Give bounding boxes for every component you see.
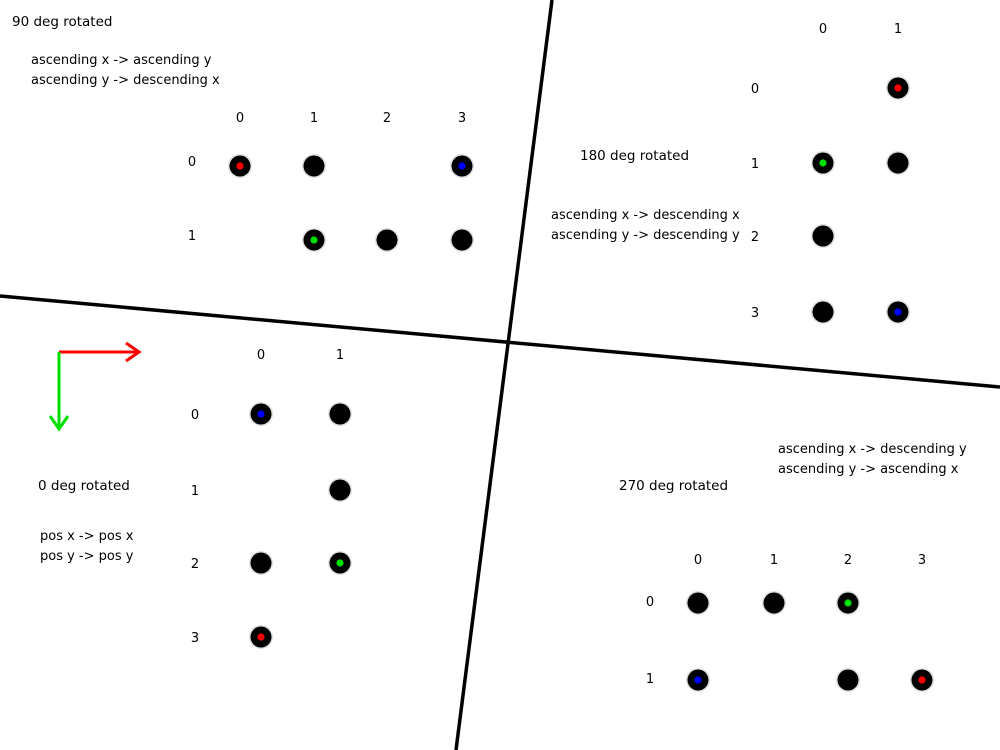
column-index-label: 3 <box>918 553 926 568</box>
axis-indicator <box>48 341 142 432</box>
column-index-label: 1 <box>310 111 318 126</box>
rule-line-1: pos x -> pos x <box>40 529 134 544</box>
y-axis-arrow-head <box>48 415 70 432</box>
column-index-label: 1 <box>770 553 778 568</box>
quadrant-title: 180 deg rotated <box>580 148 689 164</box>
rule-line-1: ascending x -> descending y <box>778 442 967 457</box>
column-index-label: 3 <box>458 111 466 126</box>
rule-line-2: ascending y -> descending x <box>31 73 220 88</box>
row-index-label: 1 <box>751 157 759 172</box>
x-axis-arrow-head <box>125 341 142 363</box>
point-grid: 0 1 0 1 2 3 <box>191 348 352 649</box>
green-marker <box>819 159 827 167</box>
column-index-label: 1 <box>336 348 344 363</box>
quadrant-90-deg: 90 deg rotated ascending x -> ascending … <box>12 14 474 252</box>
quadrant-title: 90 deg rotated <box>12 14 112 30</box>
green-marker <box>844 599 852 607</box>
row-index-label: 2 <box>191 557 199 572</box>
point-grid: 0 1 0 1 2 3 <box>751 22 910 324</box>
divider-horizontal <box>0 294 1000 389</box>
row-index-label: 3 <box>751 306 759 321</box>
point-dot <box>812 225 834 247</box>
red-marker <box>894 84 902 92</box>
rule-line-1: ascending x -> descending x <box>551 208 740 223</box>
point-dot <box>250 552 272 574</box>
column-index-label: 2 <box>383 111 391 126</box>
row-index-label: 0 <box>751 82 759 97</box>
row-index-label: 0 <box>188 155 196 170</box>
blue-marker <box>894 308 902 316</box>
quadrant-0-deg: 0 deg rotated pos x -> pos x pos y -> po… <box>38 348 352 649</box>
column-index-label: 2 <box>844 553 852 568</box>
point-dot <box>812 301 834 323</box>
point-dot <box>887 152 909 174</box>
row-index-label: 0 <box>646 595 654 610</box>
point-grid: 0 1 2 3 0 1 <box>646 553 934 692</box>
row-index-label: 1 <box>191 484 199 499</box>
point-grid: 0 1 2 3 0 1 <box>188 111 474 252</box>
row-index-label: 1 <box>188 229 196 244</box>
red-marker <box>918 676 926 684</box>
point-dot <box>837 669 859 691</box>
point-dot <box>329 479 351 501</box>
row-index-label: 0 <box>191 408 199 423</box>
red-marker <box>236 162 244 170</box>
rule-line-2: ascending y -> descending y <box>551 228 740 243</box>
row-index-label: 3 <box>191 631 199 646</box>
point-dot <box>763 592 785 614</box>
red-marker <box>257 633 265 641</box>
quadrant-title: 270 deg rotated <box>619 478 728 494</box>
row-index-label: 1 <box>646 672 654 687</box>
point-dot <box>376 229 398 251</box>
point-dot <box>687 592 709 614</box>
point-dot <box>329 403 351 425</box>
quadrant-title: 0 deg rotated <box>38 478 130 494</box>
column-index-label: 1 <box>894 22 902 37</box>
rule-line-1: ascending x -> ascending y <box>31 53 212 68</box>
quadrant-270-deg: 270 deg rotated ascending x -> descendin… <box>619 442 967 692</box>
column-index-label: 0 <box>236 111 244 126</box>
column-index-label: 0 <box>257 348 265 363</box>
rule-line-2: ascending y -> ascending x <box>778 462 959 477</box>
column-index-label: 0 <box>694 553 702 568</box>
blue-marker <box>694 676 702 684</box>
green-marker <box>336 559 344 567</box>
quadrant-180-deg: 180 deg rotated ascending x -> descendin… <box>551 22 910 324</box>
rule-line-2: pos y -> pos y <box>40 549 134 564</box>
row-index-label: 2 <box>751 230 759 245</box>
blue-marker <box>458 162 466 170</box>
column-index-label: 0 <box>819 22 827 37</box>
blue-marker <box>257 410 265 418</box>
point-dot <box>451 229 473 251</box>
green-marker <box>310 236 318 244</box>
divider-vertical <box>454 0 554 750</box>
point-dot <box>303 155 325 177</box>
